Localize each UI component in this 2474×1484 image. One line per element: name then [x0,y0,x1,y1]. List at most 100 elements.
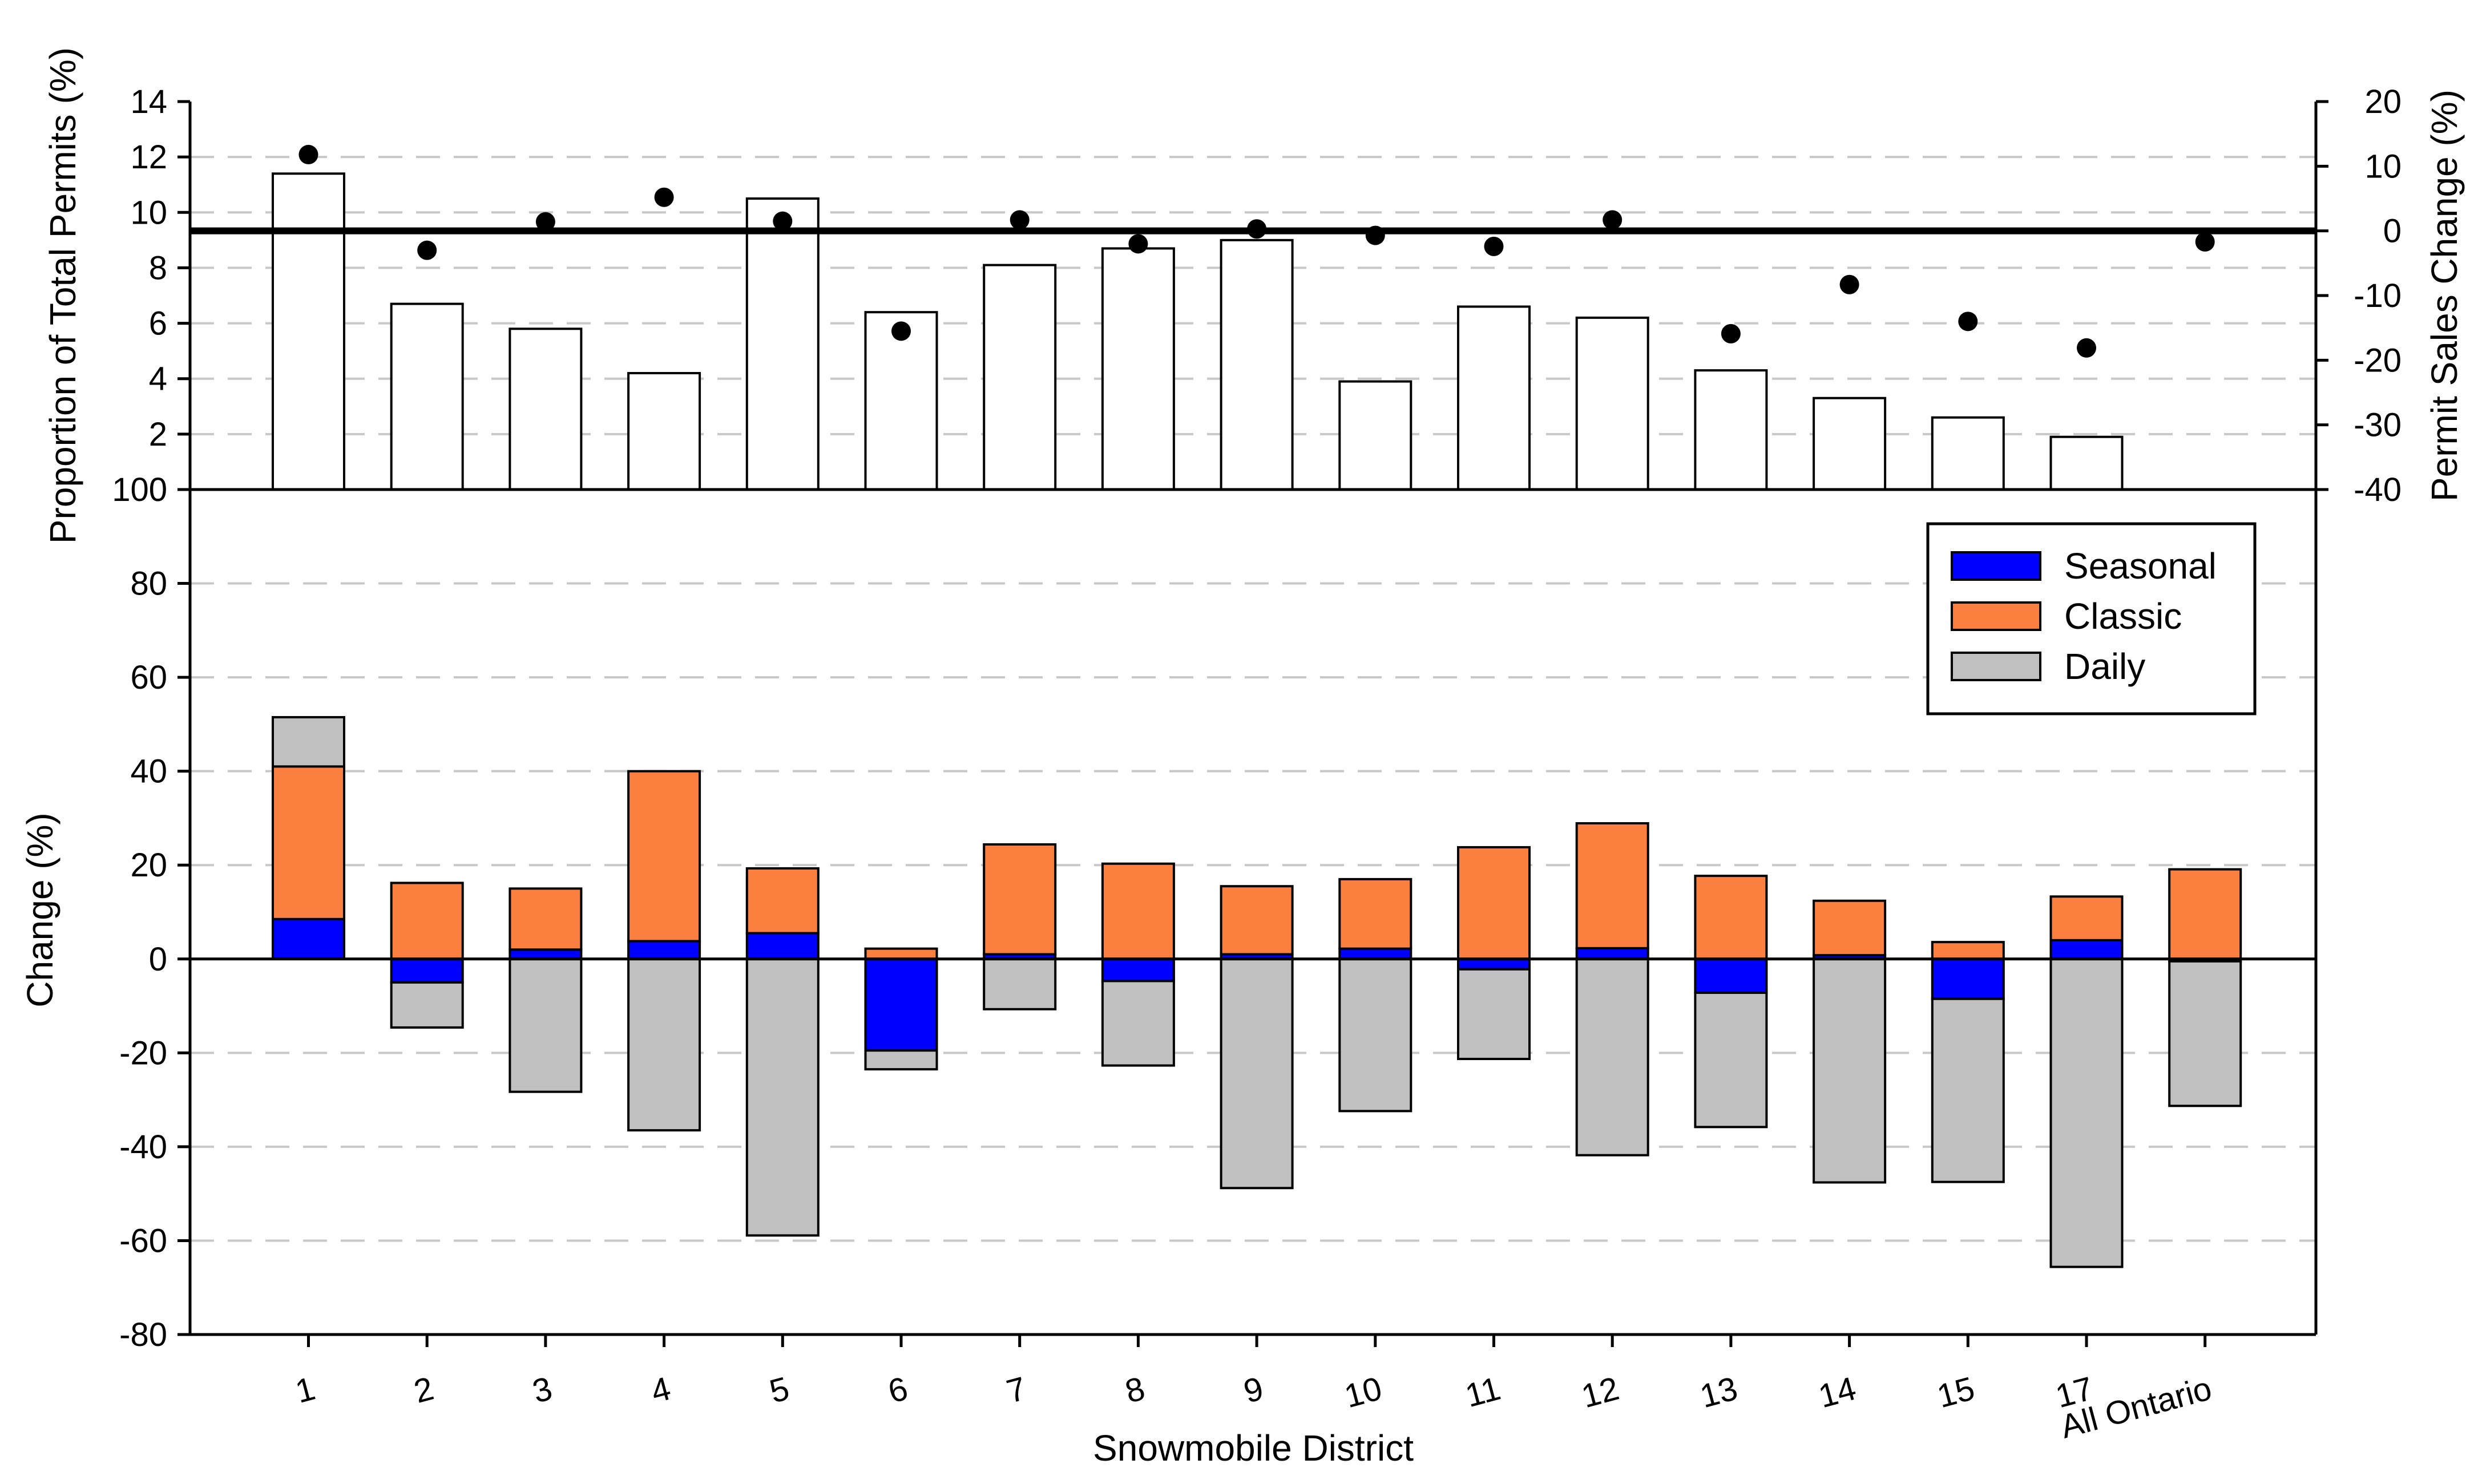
legend-label-daily: Daily [2064,646,2145,687]
top-y-tick-label: 6 [149,305,167,342]
change-bar-daily [1101,980,1175,1067]
proportion-bar [864,311,938,491]
proportion-bar [1694,369,1768,491]
change-bar-classic [1931,941,2005,960]
change-bar-daily [2049,957,2124,1268]
bottom-y-axis-title: Change (%) [19,812,60,1008]
x-tick-label: 3 [528,1370,556,1410]
proportion-bar [1101,247,1175,491]
change-bar-classic [272,765,345,920]
proportion-bar [508,327,583,491]
sales-change-point [1958,312,1978,331]
change-bar-classic [864,947,938,960]
sales-change-point [2195,232,2215,252]
change-bar-seasonal [864,957,938,1052]
sales-change-point [654,187,674,207]
change-bar-daily [745,957,820,1237]
change-bar-classic [1101,862,1175,960]
x-tick-label: 11 [1462,1370,1504,1414]
top-y-axis-title: Proportion of Total Permits (%) [42,47,83,544]
change-bar-classic [508,887,583,951]
change-bar-seasonal [1931,957,2005,1000]
change-bar-classic [983,843,1057,956]
x-axis-title: Snowmobile District [1093,1428,1414,1469]
change-bar-classic [1338,878,1412,950]
change-bar-daily [864,1049,938,1071]
sales-change-point [1365,225,1385,245]
sales-change-point [2077,338,2096,358]
x-tick-label: 12 [1577,1370,1623,1415]
sales-change-points [298,144,2215,358]
top-y-tick-label: 0 [149,471,167,508]
bottom-y-tick-label: 80 [130,565,167,603]
top-y-tick-label: 4 [149,361,167,398]
legend: Seasonal Classic Daily [1926,522,2257,715]
x-tick-label: 15 [1934,1370,1979,1415]
proportion-bar [1457,305,1531,491]
change-bar-classic [1457,846,1531,960]
change-bar-daily [2168,960,2242,1107]
proportion-bars [272,172,2124,491]
change-bar-daily [508,957,583,1093]
change-bar-daily [1813,957,1887,1184]
top-y-tick-label: 12 [130,139,167,176]
top-y2-tick-label: -10 [2354,277,2402,314]
change-bar-daily [1220,957,1294,1190]
change-bar-classic [390,881,464,960]
change-bar-seasonal [272,917,345,960]
x-tick-label: 4 [647,1370,675,1410]
x-tick-label: 7 [1003,1370,1030,1410]
change-bar-seasonal [1101,957,1175,982]
proportion-bar [745,197,820,491]
sales-change-point [1839,274,1859,294]
top-y2-tick-label: 10 [2364,148,2402,185]
proportion-bar [627,372,701,491]
legend-label-seasonal: Seasonal [2064,545,2217,587]
change-bar-daily [1338,957,1412,1113]
top-y-tick-label: 2 [149,416,167,453]
x-tick-label: 10 [1341,1370,1386,1415]
proportion-bar [1220,238,1294,491]
sales-change-point [298,144,318,164]
sales-change-point [773,211,793,231]
top-y2-axis-title: Permit Sales Change (%) [2424,90,2465,502]
proportion-bar [272,172,345,491]
change-bar-daily [390,981,464,1029]
bottom-y-tick-label: 100 [112,471,167,508]
x-tick-label: 5 [766,1370,793,1410]
proportion-bar [390,302,464,491]
change-bar-classic [745,867,820,935]
bottom-y-tick-label: -60 [119,1222,167,1259]
sales-change-point [1484,236,1504,256]
bottom-y-tick-label: 0 [149,941,167,978]
sales-change-point [1247,219,1267,239]
change-bar-seasonal [390,957,464,984]
proportion-bar [2049,435,2124,491]
change-bar-classic [1220,885,1294,956]
top-y2-tick-label: -30 [2354,407,2402,444]
change-bar-seasonal [1694,957,1768,994]
x-tick-label: 9 [1240,1370,1267,1410]
top-y2-tick-label: -40 [2354,471,2402,508]
change-bar-seasonal [2049,939,2124,960]
change-bar-seasonal [627,940,701,960]
x-tick-label: 2 [410,1370,438,1410]
change-stacked-bars [272,716,2242,1268]
x-tick-label: 8 [1121,1370,1149,1410]
change-bar-daily [1694,992,1768,1129]
top-y-tick-label: 8 [149,249,167,286]
sales-change-point [535,212,555,232]
legend-label-classic: Classic [2064,596,2182,637]
proportion-bar [1813,397,1887,491]
bottom-y-tick-label: 40 [130,753,167,790]
change-bar-daily [1457,968,1531,1061]
bottom-y-tick-label: -80 [119,1316,167,1353]
change-bar-daily [627,957,701,1132]
x-tick-label: 6 [884,1370,911,1410]
change-bar-daily [1931,997,2005,1183]
proportion-bar [1338,380,1412,491]
bottom-y-tick-label: -20 [119,1034,167,1071]
bottom-y-tick-label: 60 [130,659,167,696]
legend-swatch-classic [1951,601,2041,631]
